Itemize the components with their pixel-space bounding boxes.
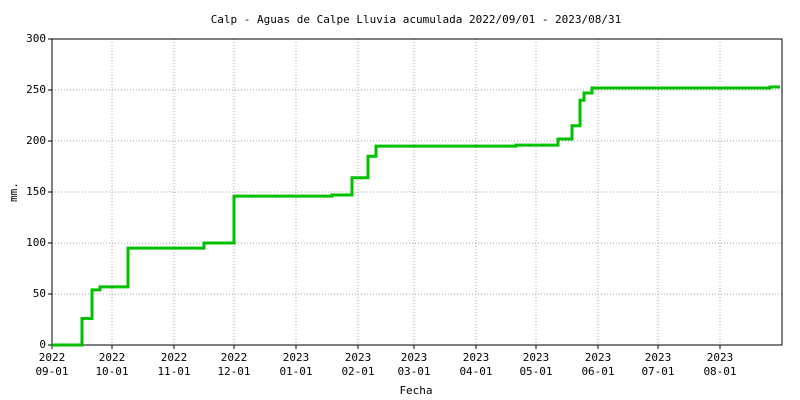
y-tick-label: 50 — [33, 287, 46, 300]
x-tick-label: 02-01 — [341, 365, 374, 378]
x-tick-label: 2023 — [645, 351, 672, 364]
x-tick-label: 2023 — [463, 351, 490, 364]
data-line — [52, 85, 780, 347]
x-tick-label: 2023 — [401, 351, 428, 364]
x-tick-label: 2022 — [99, 351, 126, 364]
x-tick-label: 03-01 — [397, 365, 430, 378]
y-tick-label: 200 — [26, 134, 46, 147]
x-tick-label: 07-01 — [641, 365, 674, 378]
x-tick-label: 08-01 — [703, 365, 736, 378]
x-tick-label: 2022 — [221, 351, 248, 364]
chart-title: Calp - Aguas de Calpe Lluvia acumulada 2… — [211, 13, 622, 26]
x-tick-label: 2022 — [39, 351, 66, 364]
x-tick-label: 2022 — [161, 351, 188, 364]
x-tick-label: 11-01 — [157, 365, 190, 378]
x-tick-label: 12-01 — [217, 365, 250, 378]
y-axis-label: mm. — [7, 182, 20, 202]
x-axis-label: Fecha — [399, 384, 432, 397]
x-tick-label: 09-01 — [35, 365, 68, 378]
x-tick-label: 2023 — [585, 351, 612, 364]
y-tick-label: 300 — [26, 32, 46, 45]
y-tick-label: 0 — [39, 338, 46, 351]
x-tick-label: 10-01 — [95, 365, 128, 378]
y-tick-label: 100 — [26, 236, 46, 249]
x-tick-label: 04-01 — [459, 365, 492, 378]
x-tick-label: 01-01 — [279, 365, 312, 378]
plot-frame — [51, 38, 783, 346]
x-tick-label: 2023 — [345, 351, 372, 364]
y-tick-label: 250 — [26, 83, 46, 96]
x-tick-label: 2023 — [523, 351, 550, 364]
x-tick-label: 06-01 — [581, 365, 614, 378]
x-tick-label: 05-01 — [519, 365, 552, 378]
x-tick-label: 2023 — [283, 351, 310, 364]
x-tick-label: 2023 — [707, 351, 734, 364]
y-tick-label: 150 — [26, 185, 46, 198]
